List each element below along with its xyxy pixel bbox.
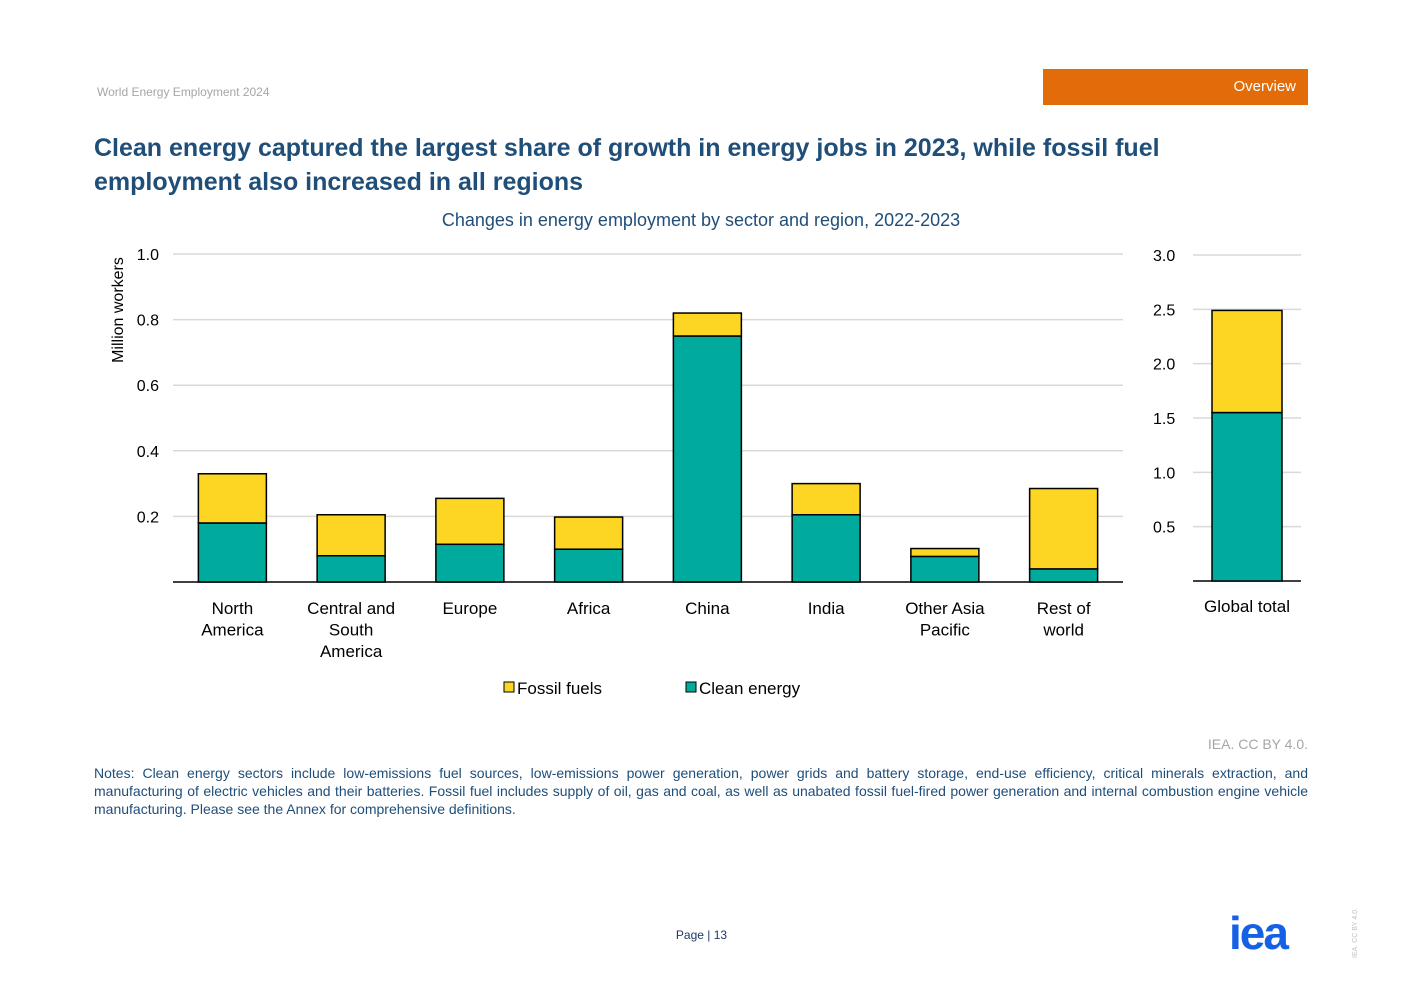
y-tick-label: 0.5 <box>1153 520 1175 537</box>
bar-segment <box>672 312 743 337</box>
x-tick-label: North <box>212 599 254 618</box>
page-label: Page <box>675 928 704 942</box>
chart-title: Changes in energy employment by sector a… <box>442 210 960 230</box>
bar-segment <box>1211 411 1283 582</box>
bar-segment <box>791 514 861 583</box>
y-tick-label: 2.0 <box>1153 357 1175 374</box>
legend-swatch <box>685 681 697 693</box>
x-tick-label: America <box>320 642 383 661</box>
x-tick-label: Global total <box>1204 597 1290 616</box>
y-tick-label: 0.8 <box>137 313 159 330</box>
bar-segment <box>791 482 861 516</box>
y-tick-label: 1.5 <box>1153 411 1175 428</box>
bar-segment <box>197 473 268 524</box>
y-axis-label: Million workers <box>110 257 127 363</box>
page-number: Page | 13 <box>675 928 728 942</box>
x-tick-label: America <box>201 621 264 640</box>
y-tick-label: 0.6 <box>137 378 159 395</box>
x-tick-label: Europe <box>442 599 497 618</box>
bar-segment <box>1211 309 1283 414</box>
bar-segment <box>197 522 268 583</box>
bar-segment <box>553 548 624 583</box>
x-tick-label: Central and <box>307 599 395 618</box>
legend-label: Clean energy <box>699 679 801 698</box>
y-tick-label: 2.5 <box>1153 302 1175 319</box>
x-tick-label: Other Asia <box>905 599 985 618</box>
x-tick-label: Africa <box>567 599 611 618</box>
y-tick-label: 1.0 <box>1153 465 1175 482</box>
section-tab-overview[interactable]: Overview <box>1043 69 1308 105</box>
page-number-value: 13 <box>713 928 728 942</box>
bar-segment <box>553 516 624 550</box>
iea-logo[interactable]: iea <box>1229 907 1289 959</box>
side-license: IEA. CC BY 4.0. <box>1352 907 1359 958</box>
y-tick-label: 0.2 <box>137 509 159 526</box>
bar-segment <box>316 514 386 557</box>
chart-notes: Notes: Clean energy sectors include low-… <box>94 765 1308 817</box>
bar-segment <box>1028 568 1099 583</box>
y-tick-label: 0.4 <box>137 444 159 461</box>
bar-segment <box>910 555 980 583</box>
x-tick-label: Rest of <box>1037 599 1091 618</box>
x-tick-label: China <box>685 599 730 618</box>
report-name: World Energy Employment 2024 <box>97 85 270 99</box>
page-title: Clean energy captured the largest share … <box>94 134 1160 196</box>
bar-segment <box>672 335 743 583</box>
y-tick-label: 1.0 <box>137 247 159 264</box>
bar-segment <box>435 543 505 583</box>
bar-segment <box>316 555 386 583</box>
x-tick-label: world <box>1042 621 1084 640</box>
legend-swatch <box>503 681 515 693</box>
legend-label: Fossil fuels <box>517 679 602 698</box>
y-tick-label: 3.0 <box>1153 248 1175 265</box>
x-tick-label: India <box>808 599 845 618</box>
source-credit: IEA. CC BY 4.0. <box>1207 736 1308 752</box>
bar-segment <box>1028 487 1099 570</box>
x-tick-label: Pacific <box>920 621 971 640</box>
bar-segment <box>910 547 980 558</box>
bar-segment <box>435 497 505 546</box>
x-tick-label: South <box>329 621 373 640</box>
